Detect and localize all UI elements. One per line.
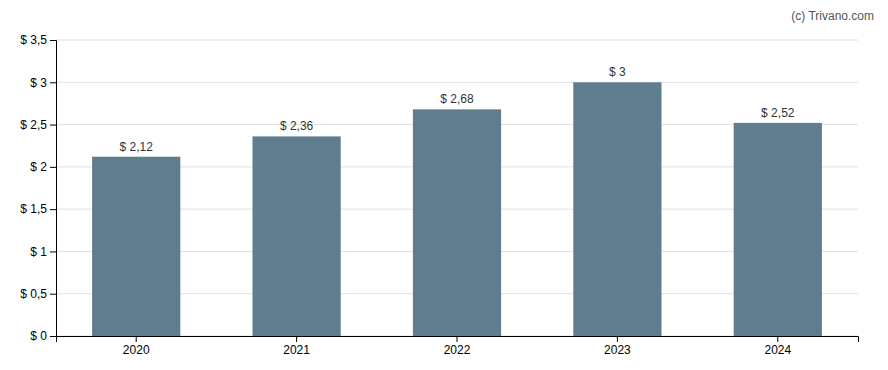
x-axis-line [57,337,859,343]
x-tick-mark [617,336,618,342]
y-tick: $ 2 [30,160,56,174]
grid-line [56,40,858,41]
data-label: $ 2,36 [280,119,314,133]
y-tick-mark [50,167,56,168]
data-label: $ 2,12 [120,140,154,154]
y-tick-mark [50,336,56,337]
y-tick: $ 0 [30,329,56,343]
y-tick-label: $ 1,5 [20,202,47,216]
y-tick-label: $ 1 [30,245,47,259]
bar [92,157,180,336]
y-tick: $ 1,5 [20,202,56,216]
plot-area: $ 0 $ 0,5 $ 1 $ 1,5 $ 2 $ 2,5 $ 3 $ 3,5 2020 2021… [20,33,858,356]
x-tick-label: 2020 [123,343,150,357]
x-tick: 2020 [123,336,150,357]
bar [734,123,822,336]
x-tick-label: 2021 [283,343,310,357]
y-tick-mark [50,82,56,83]
data-label: $ 3 [609,65,626,79]
y-tick-label: $ 0,5 [20,287,47,301]
y-tick: $ 0,5 [20,287,56,301]
y-axis: $ 0 $ 0,5 $ 1 $ 1,5 $ 2 $ 2,5 $ 3 $ 3,5 [20,33,56,343]
grid-line [56,82,858,83]
x-tick-label: 2022 [444,343,471,357]
x-tick-label: 2024 [764,343,791,357]
grid [56,40,858,336]
x-tick: 2024 [764,336,791,357]
y-tick-label: $ 2 [30,160,47,174]
watermark: (c) Trivano.com [791,9,874,23]
bar [573,82,661,336]
data-labels: $ 2,12 $ 2,36 $ 2,68 $ 3 $ 2,52 [120,65,795,153]
x-tick: 2021 [283,336,310,357]
x-tick: 2023 [604,336,631,357]
x-tick: 2022 [444,336,471,357]
y-tick-label: $ 3,5 [20,33,47,47]
y-tick-mark [50,294,56,295]
x-tick-mark [136,336,137,342]
x-tick-mark [457,336,458,342]
x-tick-mark [777,336,778,342]
y-tick: $ 3,5 [20,33,56,47]
y-tick-label: $ 2,5 [20,118,47,132]
chart-container: $ 0 $ 0,5 $ 1 $ 1,5 $ 2 $ 2,5 $ 3 $ 3,5 2020 2021… [0,0,888,370]
x-tick-label: 2023 [604,343,631,357]
chart-svg: $ 0 $ 0,5 $ 1 $ 1,5 $ 2 $ 2,5 $ 3 $ 3,5 2020 2021… [0,0,888,370]
y-tick-mark [50,209,56,210]
y-tick-mark [50,125,56,126]
y-tick-label: $ 0 [30,329,47,343]
y-tick: $ 1 [30,245,56,259]
x-tick-mark [296,336,297,342]
y-tick: $ 3 [30,76,56,90]
y-axis-line [50,41,57,337]
y-tick-mark [50,40,56,41]
data-label: $ 2,68 [440,92,474,106]
data-label: $ 2,52 [761,106,795,120]
annotations: (c) Trivano.com [791,9,874,23]
bar [252,136,340,336]
y-tick-mark [50,251,56,252]
bars [92,82,822,336]
bar [413,109,501,336]
y-tick: $ 2,5 [20,118,56,132]
y-tick-label: $ 3 [30,76,47,90]
x-axis: 2020 2021 2022 2023 2024 [57,336,859,357]
